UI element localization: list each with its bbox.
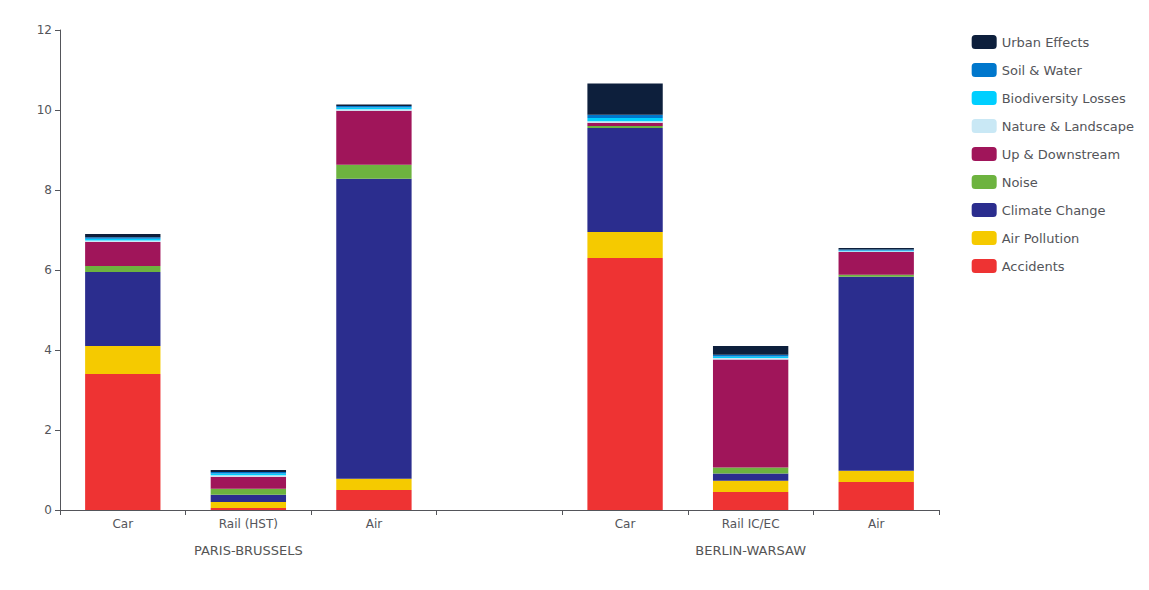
svg-text:BERLIN-WARSAW: BERLIN-WARSAW [695,543,806,558]
svg-text:Noise: Noise [1002,175,1038,190]
svg-text:Soil & Water: Soil & Water [1002,63,1083,78]
svg-text:10: 10 [37,103,52,117]
svg-text:0: 0 [44,503,52,517]
svg-text:PARIS-BRUSSELS: PARIS-BRUSSELS [194,543,303,558]
svg-text:Air: Air [366,517,383,531]
svg-text:Car: Car [615,517,636,531]
svg-text:Rail (HST): Rail (HST) [219,517,278,531]
svg-text:Up & Downstream: Up & Downstream [1002,147,1121,162]
svg-text:Air Pollution: Air Pollution [1002,231,1080,246]
svg-text:Climate Change: Climate Change [1002,203,1106,218]
svg-text:8: 8 [44,183,52,197]
svg-text:2: 2 [44,423,52,437]
svg-text:Car: Car [112,517,133,531]
svg-text:Biodiversity Losses: Biodiversity Losses [1002,91,1126,106]
svg-text:Rail IC/EC: Rail IC/EC [722,517,780,531]
svg-text:12: 12 [37,23,52,37]
svg-text:Nature & Landscape: Nature & Landscape [1002,119,1134,134]
svg-text:Accidents: Accidents [1002,259,1065,274]
svg-text:4: 4 [44,343,52,357]
svg-text:Urban Effects: Urban Effects [1002,35,1090,50]
svg-text:6: 6 [44,263,52,277]
svg-text:Air: Air [868,517,885,531]
